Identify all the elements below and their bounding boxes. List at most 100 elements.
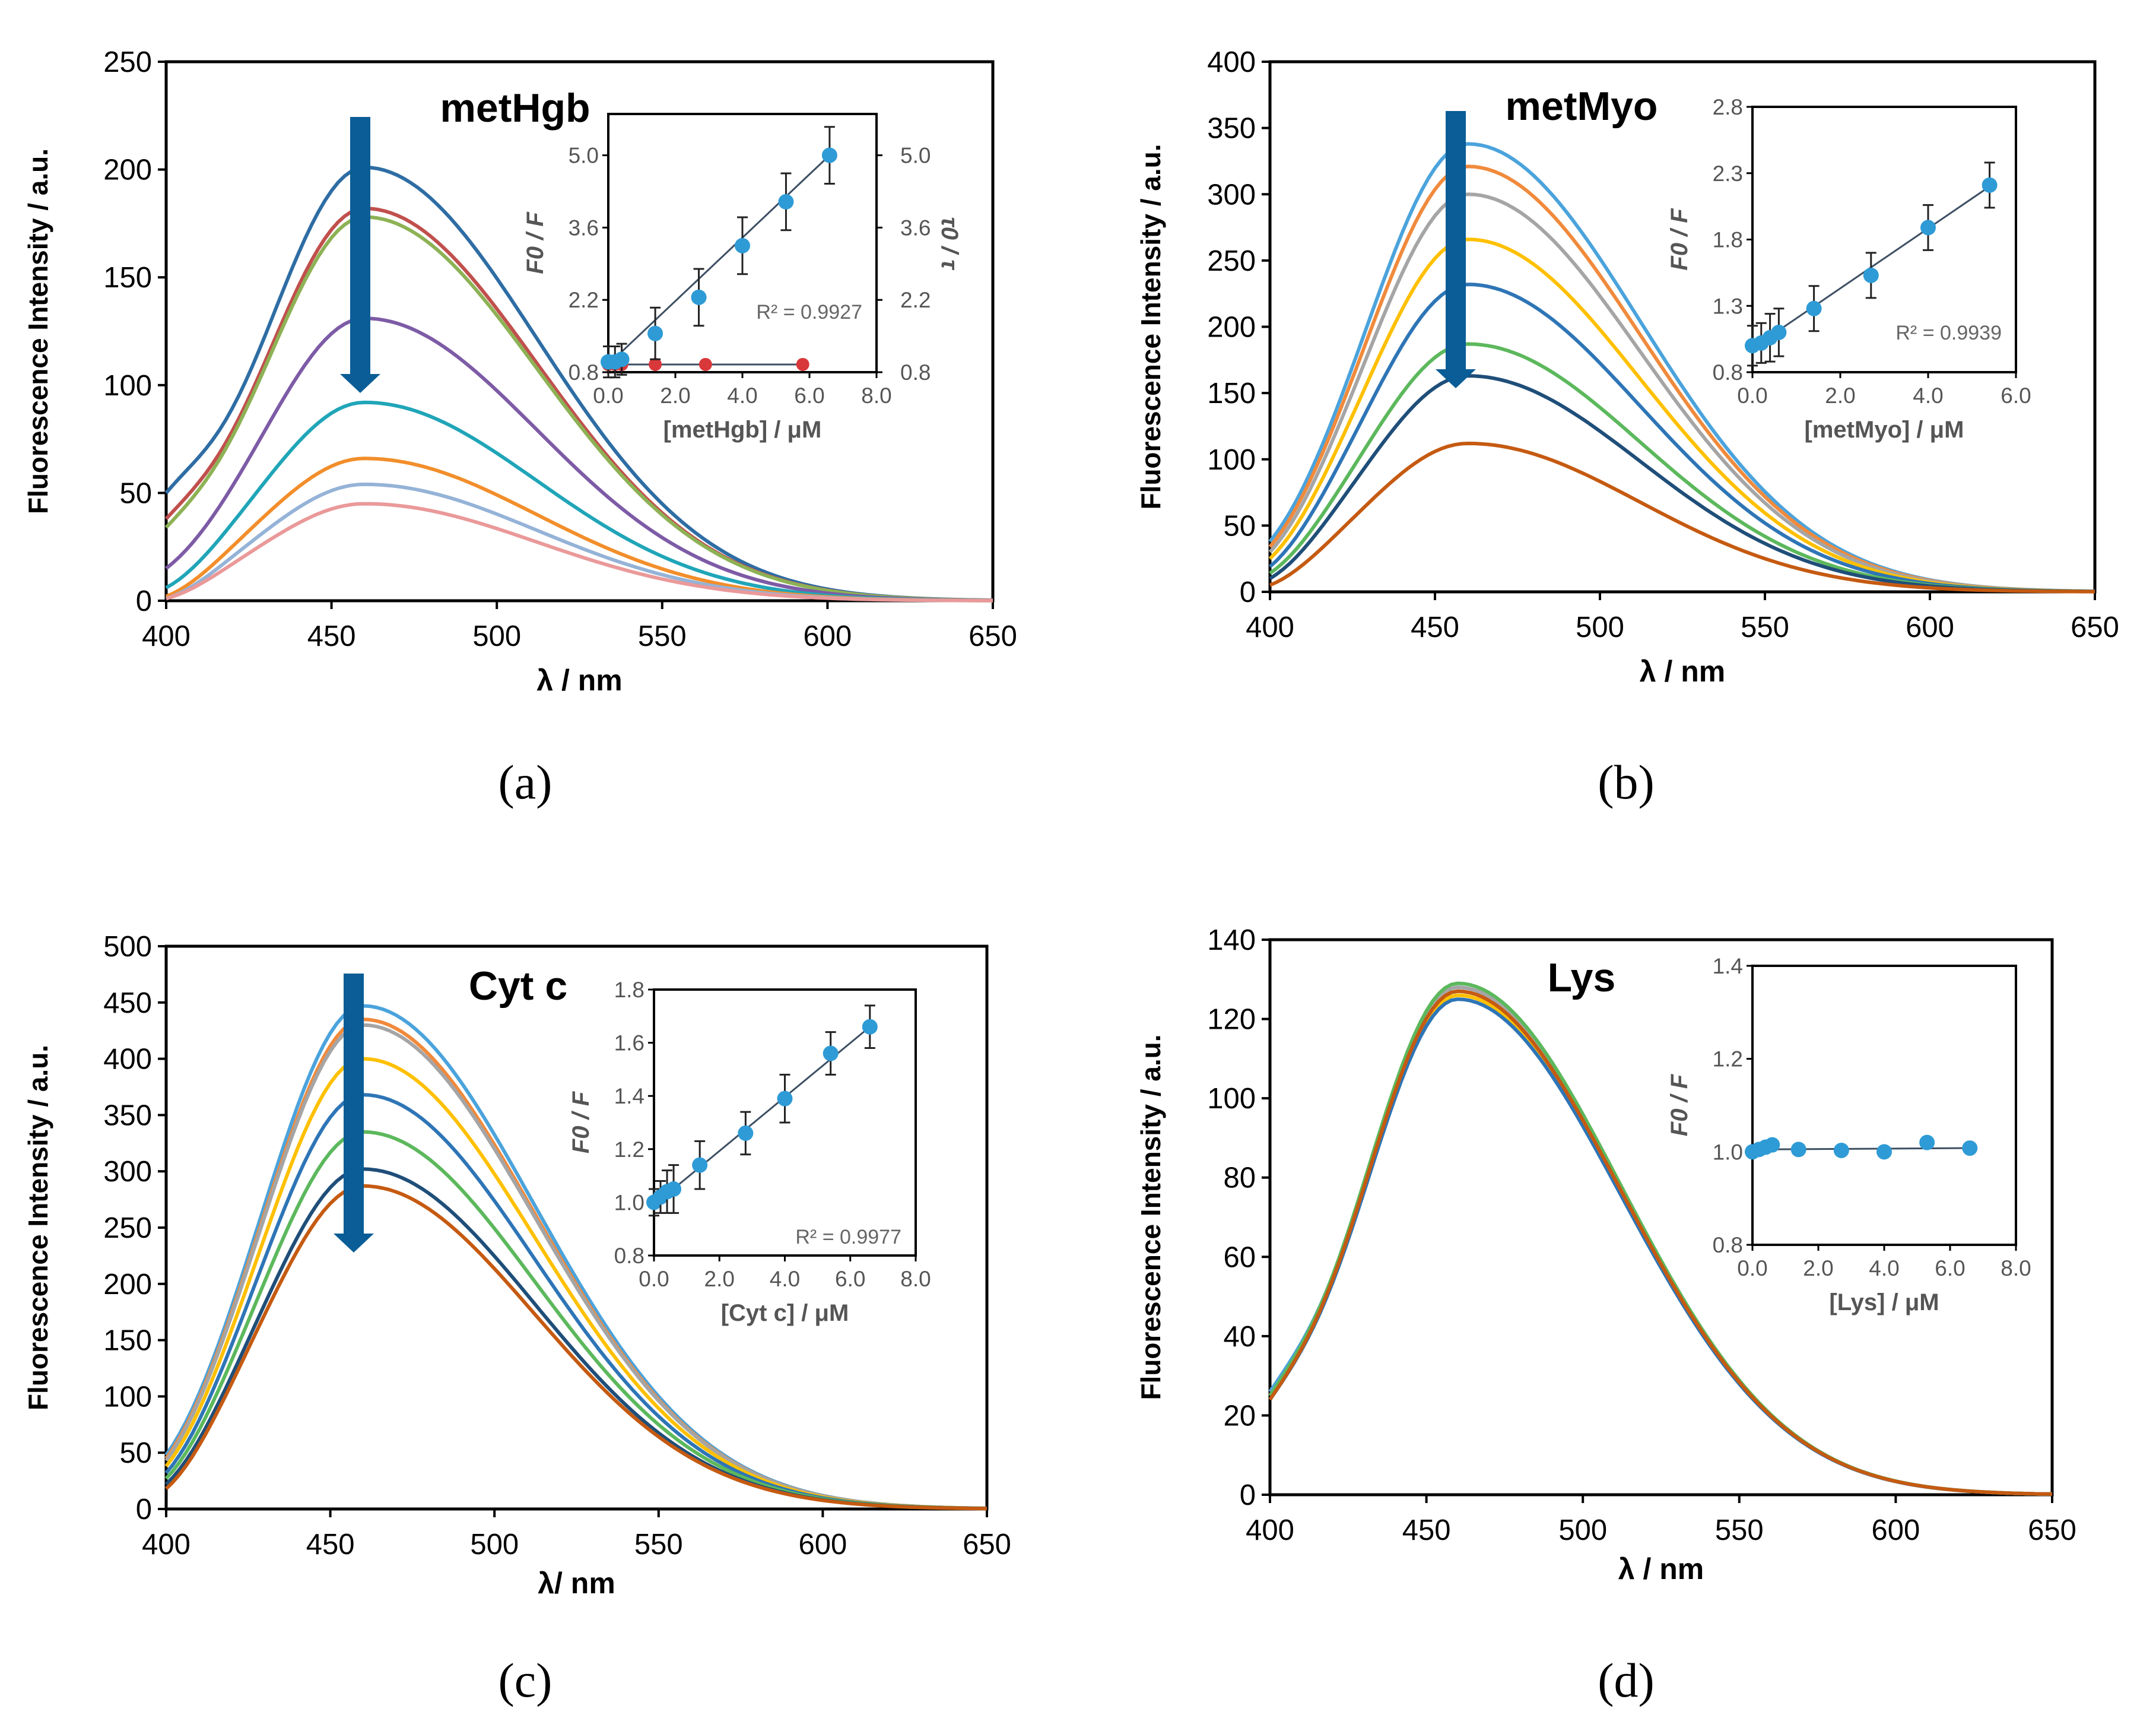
inset-y-tick-label: 1.8 [1713, 228, 1743, 252]
inset-x-tick-label: 8.0 [2001, 1256, 2031, 1280]
y-axis-title: Fluorescence Intensity / a.u. [1135, 1034, 1166, 1400]
inset-point [666, 1181, 682, 1197]
y-tick-label: 250 [103, 1212, 152, 1244]
spectrum-line [165, 482, 993, 603]
y-tick-label: 350 [103, 1099, 152, 1131]
y-tick-label: 450 [103, 987, 152, 1019]
y-tick-label: 50 [1223, 510, 1256, 542]
panel-title: Lys [1548, 955, 1616, 1000]
spectrum-line [166, 502, 993, 603]
y-axis-title: Fluorescence Intensity / a.u. [23, 1045, 53, 1410]
y-tick-label: 150 [103, 262, 152, 294]
spectrum-line [1268, 989, 2053, 1496]
inset-point [1863, 267, 1879, 283]
panel-title: metMyo [1506, 84, 1658, 129]
inset-x-tick-label: 8.0 [861, 383, 891, 408]
inset-y-tick-label: 1.8 [614, 978, 644, 1002]
chart-panel: 0 50 100 150 200 250 400 450 500 550 600 650 Fluores… [23, 46, 1017, 809]
inset-y-tick-label: 3.6 [569, 215, 599, 240]
x-tick-label: 400 [1246, 611, 1294, 643]
inset-fit-line [1752, 1147, 1970, 1150]
inset-r2-label: R² = 0.9977 [795, 1226, 901, 1248]
inset-frame [1751, 965, 2017, 1246]
inset-y2-tick-label: 0.8 [900, 360, 931, 385]
chart-panel: 0 50 100 150 200 250 300 350 400 400 450 500 550 600 6… [1135, 46, 2119, 809]
y-tick-label: 0 [136, 585, 152, 617]
x-tick-label: 650 [963, 1529, 1011, 1561]
y-tick-label: 350 [1207, 113, 1256, 145]
inset-x-label: [Lys] / μM [1829, 1289, 1939, 1315]
x-tick-label: 600 [799, 1529, 847, 1561]
inset-fit-line [607, 154, 830, 366]
x-axis-title: λ/ nm [538, 1567, 615, 1600]
y-tick-label: 120 [1207, 1004, 1256, 1036]
y-tick-label: 50 [119, 477, 152, 509]
y-tick-label: 100 [103, 1381, 152, 1413]
inset-y-label: F0 / F [522, 211, 548, 274]
inset-y-tick-label: 1.0 [1713, 1140, 1743, 1164]
inset-x-tick-label: 0.0 [593, 383, 623, 408]
inset-x-tick-label: 2.0 [660, 383, 690, 408]
x-tick-label: 550 [1741, 611, 1789, 643]
inset-chart: 0.8 1.0 1.2 1.4 1.6 1.8 0.0 2.0 4.0 6.0 8.0 [Cyt c]… [568, 978, 931, 1326]
inset-x-tick-label: 4.0 [1869, 1256, 1899, 1280]
inset-point [778, 194, 794, 210]
spectrum-line [1269, 342, 2095, 594]
inset-point [647, 325, 663, 341]
inset-x-tick-label: 6.0 [1935, 1256, 1965, 1280]
inset-x-tick-label: 4.0 [727, 383, 757, 408]
chart-panel: 0 50 100 150 200 250 300 350 400 450 500 400 450 500 5… [23, 931, 1011, 1707]
inset-y-tick-label: 0.8 [614, 1244, 644, 1268]
inset-x-label: [metMyo] / μM [1805, 417, 1964, 443]
x-tick-label: 450 [306, 1529, 355, 1561]
inset-point [691, 289, 707, 305]
y-tick-label: 250 [1207, 245, 1256, 277]
decrease-arrow-shaft [350, 117, 370, 375]
y-tick-label: 250 [103, 46, 152, 78]
inset-point [614, 351, 630, 367]
inset-x-tick-label: 2.0 [704, 1267, 735, 1291]
inset-y-tick-label: 1.4 [1713, 954, 1743, 978]
x-tick-label: 450 [1402, 1514, 1451, 1546]
inset-x-tick-label: 6.0 [835, 1267, 865, 1291]
x-tick-label: 500 [470, 1529, 519, 1561]
inset-x-tick-label: 6.0 [794, 383, 824, 408]
inset-point [692, 1157, 708, 1173]
inset-point [1764, 1137, 1780, 1153]
inset-frame [1751, 106, 2017, 373]
y-tick-label: 60 [1223, 1241, 1256, 1273]
y-tick-label: 0 [1240, 576, 1256, 608]
y-tick-label: 400 [1207, 46, 1256, 78]
y-tick-label: 300 [103, 1156, 152, 1188]
inset-point [1833, 1142, 1849, 1158]
inset-point [1771, 324, 1787, 340]
x-tick-label: 500 [472, 620, 521, 652]
inset-point-tau [649, 357, 662, 371]
y-tick-label: 0 [1240, 1479, 1256, 1511]
decrease-arrow-head [340, 374, 380, 393]
y-axis-title: Fluorescence Intensity / a.u. [23, 148, 53, 514]
x-tick-label: 600 [1872, 1514, 1920, 1546]
x-tick-label: 650 [2071, 611, 2119, 643]
x-axis-title: λ / nm [1618, 1552, 1704, 1586]
inset-x-tick-label: 2.0 [1803, 1256, 1833, 1280]
x-tick-label: 600 [804, 620, 852, 652]
y-tick-label: 40 [1223, 1321, 1256, 1353]
y-tick-label: 200 [1207, 312, 1256, 344]
inset-y2-label: τ0 / τ [936, 217, 963, 271]
y-tick-label: 100 [1207, 444, 1256, 476]
inset-y2-tick-label: 3.6 [900, 215, 931, 240]
x-tick-label: 400 [142, 1529, 190, 1561]
inset-x-tick-label: 0.0 [1737, 383, 1767, 408]
inset-x-tick-label: 6.0 [2001, 383, 2031, 408]
y-axis-title: Fluorescence Intensity / a.u. [1135, 144, 1166, 509]
decrease-arrow-head [1436, 369, 1476, 388]
figure-label: (b) [1598, 755, 1655, 809]
y-tick-label: 150 [103, 1325, 152, 1357]
inset-y-tick-label: 1.2 [1713, 1047, 1743, 1071]
inset-point-tau [796, 357, 809, 371]
inset-y-tick-label: 0.8 [1713, 360, 1743, 385]
inset-x-label: [Cyt c] / μM [721, 1300, 849, 1326]
inset-x-label: [metHgb] / μM [663, 417, 822, 443]
inset-y-tick-label: 0.8 [569, 360, 599, 385]
